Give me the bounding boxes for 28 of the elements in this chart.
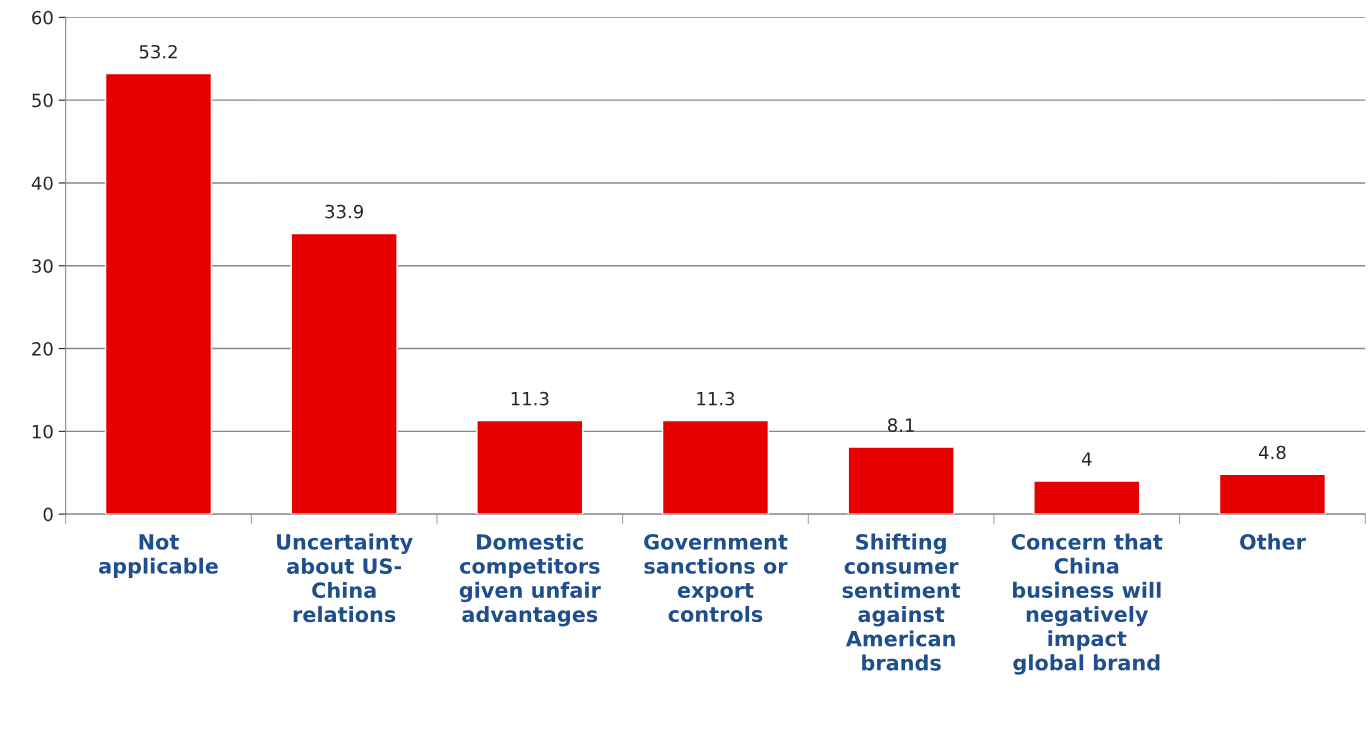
x-tick-label: Shifting consumer sentiment against American brands	[842, 533, 961, 671]
x-tick-label: Uncertainty about US- China relations	[277, 533, 413, 623]
y-tick-label: 10	[32, 424, 53, 439]
data-label: 11.3	[697, 391, 735, 406]
data-label: 4.8	[1258, 445, 1286, 460]
bar	[104, 72, 213, 515]
bar	[1033, 480, 1141, 515]
y-tick-label: 0	[43, 507, 53, 522]
y-tick-label: 50	[32, 93, 53, 108]
x-tick-label: Concern that China business will negatively impact global brand	[1011, 533, 1163, 675]
bar	[476, 419, 584, 515]
data-label: 8.1	[887, 418, 914, 432]
x-tick-label: Not applicable	[99, 534, 218, 578]
data-label: 4	[1081, 452, 1092, 466]
data-label: 11.3	[511, 391, 549, 406]
x-tick-label: Domestic competitors given unfair advantages	[459, 533, 601, 627]
data-label: 53.2	[139, 44, 177, 59]
y-tick-label: 40	[31, 176, 53, 191]
x-tick-label: Other	[1240, 533, 1306, 550]
x-tick-label: Government sanctions or export controls	[644, 533, 788, 623]
bar	[847, 446, 955, 515]
data-label: 33.9	[325, 204, 363, 219]
y-tick-label: 30	[32, 259, 53, 273]
bar	[290, 232, 398, 515]
y-tick-label: 60	[32, 10, 53, 25]
bar	[1218, 473, 1327, 515]
bar	[661, 419, 770, 515]
y-tick-label: 20	[32, 342, 53, 356]
